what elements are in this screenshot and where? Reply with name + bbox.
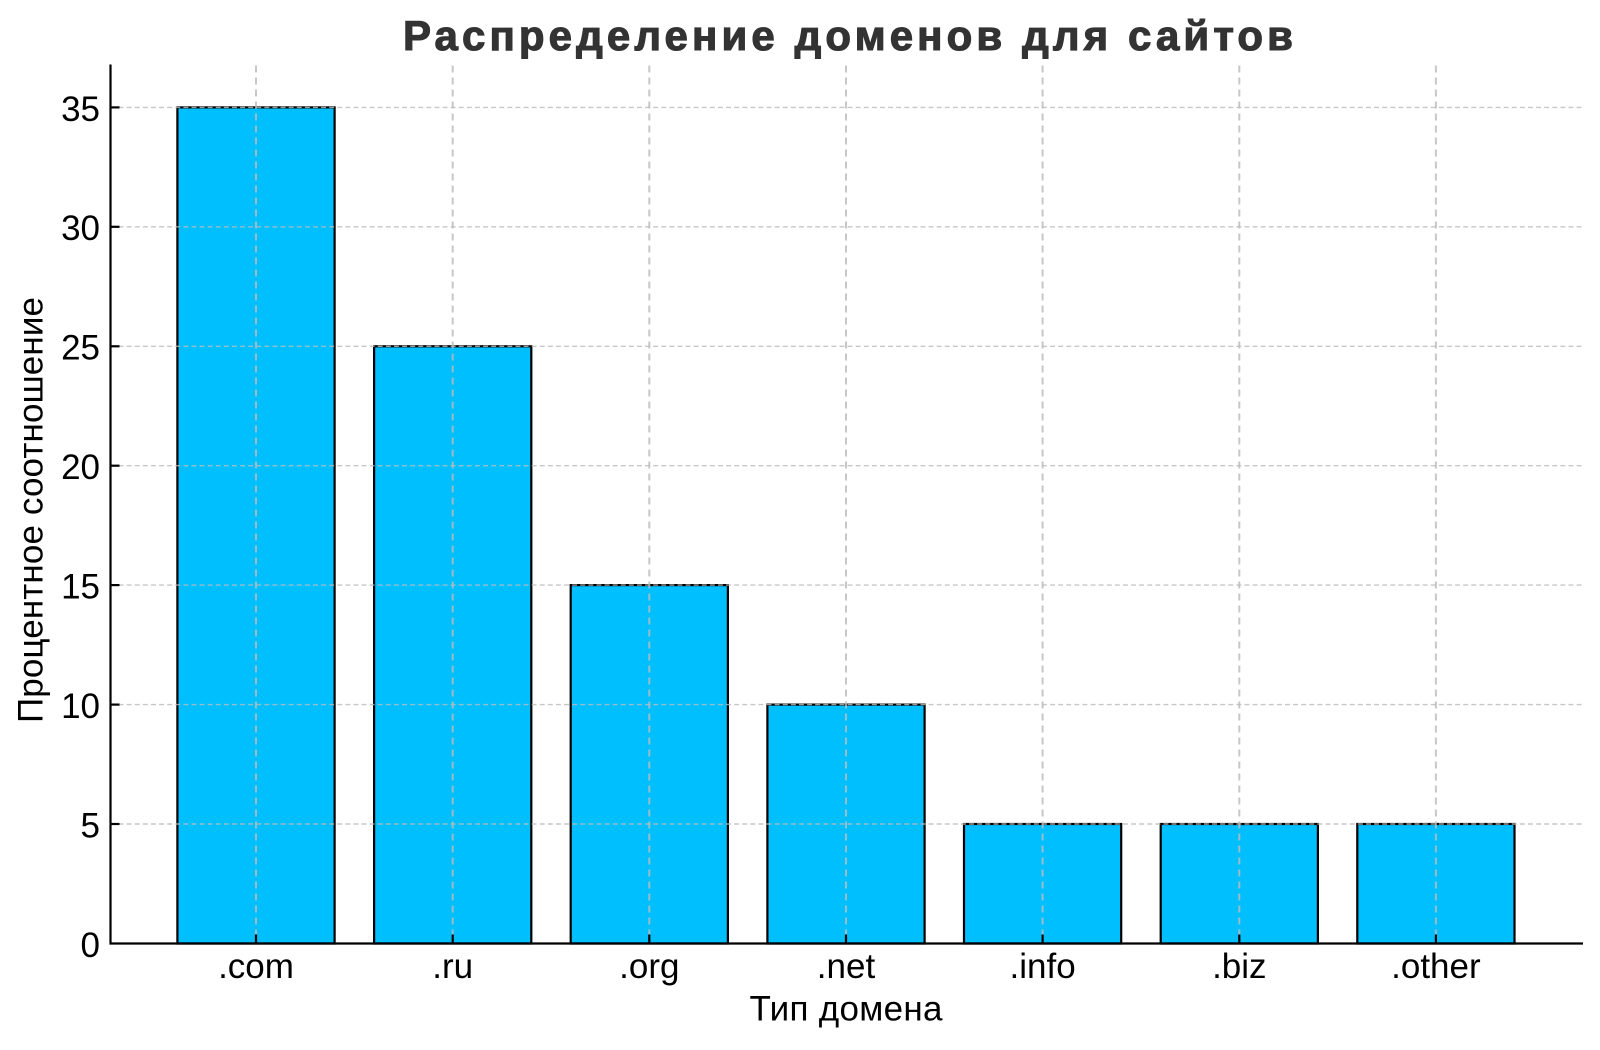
svg-text:25: 25 xyxy=(61,329,100,368)
svg-text:.com: .com xyxy=(218,947,294,986)
svg-text:0: 0 xyxy=(81,926,100,965)
svg-text:.ru: .ru xyxy=(432,947,473,986)
svg-text:.other: .other xyxy=(1391,947,1481,986)
svg-text:30: 30 xyxy=(61,209,100,248)
svg-text:.org: .org xyxy=(619,947,679,986)
svg-text:10: 10 xyxy=(61,687,100,726)
svg-text:5: 5 xyxy=(81,806,100,845)
svg-text:.info: .info xyxy=(1010,947,1076,986)
svg-text:20: 20 xyxy=(61,448,100,487)
svg-text:15: 15 xyxy=(61,568,100,607)
svg-text:35: 35 xyxy=(61,90,100,129)
svg-text:Тип домена: Тип домена xyxy=(750,989,944,1028)
svg-text:.biz: .biz xyxy=(1212,947,1266,986)
svg-text:.net: .net xyxy=(817,947,876,986)
svg-text:Распределение доменов для сайт: Распределение доменов для сайтов xyxy=(403,12,1293,59)
svg-text:Процентное соотношение: Процентное соотношение xyxy=(12,297,51,723)
